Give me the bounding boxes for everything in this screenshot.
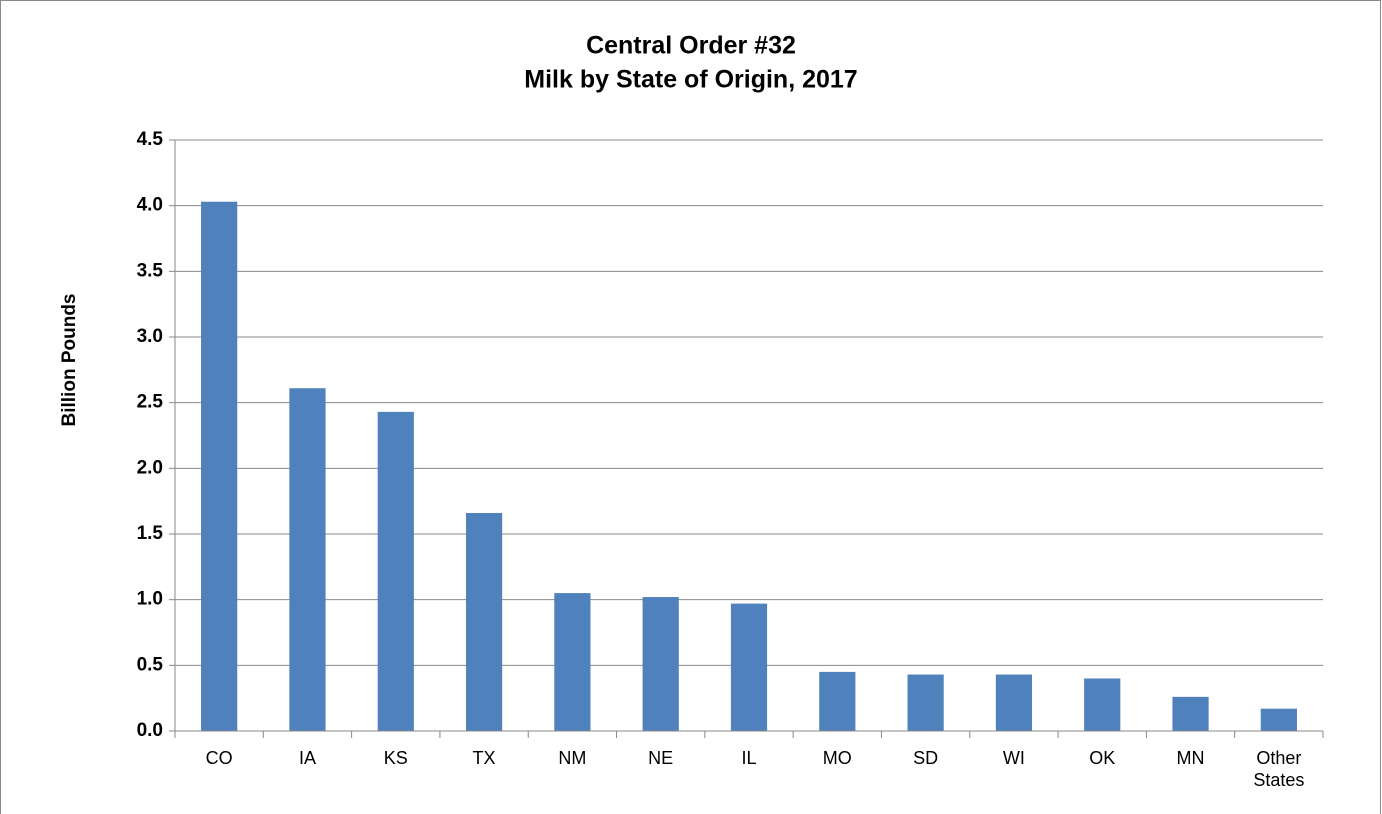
- bar: [1084, 678, 1121, 731]
- bar: [907, 674, 944, 731]
- y-tick-label: 2.0: [137, 457, 163, 478]
- y-tick-label: 3.0: [137, 326, 163, 347]
- y-tick-label: 4.5: [137, 129, 164, 150]
- y-axis-label: Billion Pounds: [59, 294, 80, 427]
- bar: [377, 411, 414, 731]
- bar: [1172, 696, 1209, 731]
- x-tick-label: TX: [472, 748, 496, 768]
- y-tick-label: 1.0: [137, 589, 163, 610]
- chart-title: Central Order #32: [586, 32, 796, 60]
- x-tick-label: CO: [205, 748, 233, 768]
- x-tick-label: NM: [558, 748, 587, 768]
- x-tick-label: Other States: [1253, 748, 1305, 790]
- bar: [995, 674, 1033, 731]
- x-tick-label: OK: [1089, 748, 1116, 768]
- bar: [1260, 708, 1297, 731]
- x-tick-label: IL: [741, 748, 757, 768]
- bar: [289, 388, 326, 731]
- y-tick-label: 3.5: [137, 260, 164, 281]
- bar: [730, 603, 768, 731]
- x-tick-label: NE: [648, 748, 674, 768]
- x-tick-label: SD: [913, 748, 939, 768]
- x-tick-label: IA: [298, 748, 316, 768]
- chart-subtitle: Milk by State of Origin, 2017: [524, 66, 857, 94]
- y-tick-label: 0.5: [137, 654, 164, 675]
- y-tick-label: 1.5: [137, 523, 164, 544]
- bar: [201, 201, 238, 731]
- x-tick-label: MO: [822, 748, 852, 768]
- bar: [465, 512, 503, 731]
- y-tick-label: 0.0: [137, 720, 163, 741]
- x-tick-label: WI: [1002, 748, 1025, 768]
- x-tick-label: KS: [383, 748, 408, 768]
- x-tick-label: MN: [1176, 748, 1205, 768]
- bar: [642, 597, 679, 731]
- y-tick-label: 2.5: [137, 392, 164, 413]
- bar: [819, 671, 856, 731]
- y-tick-label: 4.0: [137, 195, 163, 216]
- bar: [554, 593, 591, 731]
